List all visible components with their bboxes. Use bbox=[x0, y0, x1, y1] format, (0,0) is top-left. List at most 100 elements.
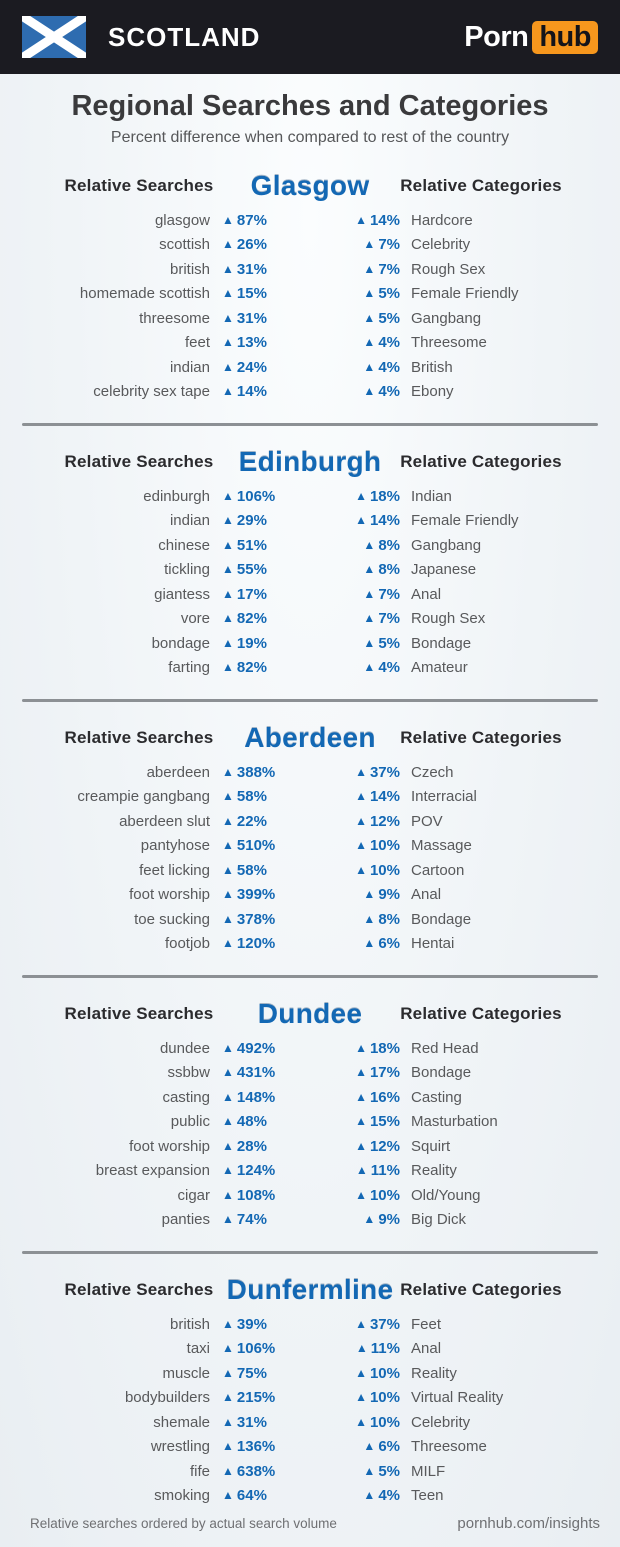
data-row: foot worship ▲ 399% ▲ 9% Anal bbox=[0, 883, 620, 908]
category-percent: ▲ 11% bbox=[320, 1162, 400, 1179]
relative-categories-header: Relative Categories bbox=[400, 1280, 562, 1299]
category-label: Threesome bbox=[411, 1438, 487, 1456]
category-percent: ▲ 8% bbox=[320, 911, 400, 928]
category-percent-value: 9% bbox=[378, 886, 400, 904]
search-percent: ▲ 492% bbox=[210, 1040, 320, 1057]
data-row: breast expansion ▲ 124% ▲ 11% Reality bbox=[0, 1159, 620, 1184]
up-triangle-icon: ▲ bbox=[363, 384, 376, 399]
search-percent: ▲ 51% bbox=[210, 537, 320, 554]
category-label: Anal bbox=[411, 585, 442, 603]
section-rows: dundee ▲ 492% ▲ 18% Red Head ssbbw ▲ 431% ▲… bbox=[0, 1036, 620, 1232]
search-percent-value: 17% bbox=[236, 585, 267, 603]
up-triangle-icon: ▲ bbox=[363, 1463, 376, 1478]
category-label: Rough Sex bbox=[411, 610, 486, 628]
search-percent-value: 39% bbox=[236, 1315, 267, 1333]
search-percent-value: 106% bbox=[236, 487, 276, 505]
data-row: taxi ▲ 106% ▲ 11% Anal bbox=[0, 1337, 620, 1362]
up-triangle-icon: ▲ bbox=[363, 1488, 376, 1503]
data-row: fife ▲ 638% ▲ 5% MILF bbox=[0, 1459, 620, 1484]
search-term: muscle bbox=[162, 1364, 210, 1382]
data-row: glasgow ▲ 87% ▲ 14% Hardcore bbox=[0, 208, 620, 233]
search-percent-value: 215% bbox=[236, 1389, 276, 1407]
section-header: Relative Searches Aberdeen Relative Cate… bbox=[0, 720, 620, 756]
search-percent: ▲ 31% bbox=[210, 310, 320, 327]
category-percent: ▲ 37% bbox=[320, 764, 400, 781]
up-triangle-icon: ▲ bbox=[355, 862, 367, 877]
search-percent-value: 378% bbox=[236, 910, 276, 928]
category-percent-value: 14% bbox=[369, 512, 400, 530]
search-percent: ▲ 28% bbox=[210, 1138, 320, 1155]
category-percent-value: 5% bbox=[378, 1462, 400, 1480]
category-percent-value: 17% bbox=[369, 1064, 400, 1082]
up-triangle-icon: ▲ bbox=[355, 488, 367, 503]
data-row: creampie gangbang ▲ 58% ▲ 14% Interracial bbox=[0, 785, 620, 810]
search-term: footjob bbox=[164, 935, 210, 953]
search-percent-value: 431% bbox=[236, 1064, 276, 1082]
up-triangle-icon: ▲ bbox=[355, 1316, 367, 1331]
category-percent: ▲ 4% bbox=[320, 359, 400, 376]
data-row: bondage ▲ 19% ▲ 5% Bondage bbox=[0, 631, 620, 656]
up-triangle-icon: ▲ bbox=[222, 911, 234, 926]
data-row: vore ▲ 82% ▲ 7% Rough Sex bbox=[0, 607, 620, 632]
scotland-flag-icon bbox=[22, 16, 86, 58]
category-percent-value: 12% bbox=[369, 1137, 400, 1155]
data-row: shemale ▲ 31% ▲ 10% Celebrity bbox=[0, 1410, 620, 1435]
city-title: Dundee bbox=[257, 998, 363, 1029]
search-percent-value: 399% bbox=[236, 886, 276, 904]
up-triangle-icon: ▲ bbox=[363, 887, 376, 902]
category-percent: ▲ 8% bbox=[320, 561, 400, 578]
category-percent-value: 7% bbox=[378, 236, 400, 254]
pornhub-logo-porn: Porn bbox=[464, 20, 529, 53]
search-percent: ▲ 148% bbox=[210, 1089, 320, 1106]
search-term: celebrity sex tape bbox=[93, 383, 210, 401]
section-rows: glasgow ▲ 87% ▲ 14% Hardcore scottish ▲ 26%… bbox=[0, 208, 620, 404]
up-triangle-icon: ▲ bbox=[363, 936, 376, 951]
up-triangle-icon: ▲ bbox=[222, 1365, 234, 1380]
search-percent-value: 388% bbox=[236, 763, 276, 781]
city-title-wrap: Aberdeen bbox=[244, 722, 375, 754]
up-triangle-icon: ▲ bbox=[222, 335, 234, 350]
category-percent: ▲ 18% bbox=[320, 488, 400, 505]
search-percent-value: 58% bbox=[236, 861, 267, 879]
up-triangle-icon: ▲ bbox=[363, 611, 376, 626]
data-row: pantyhose ▲ 510% ▲ 10% Massage bbox=[0, 834, 620, 859]
category-percent-value: 18% bbox=[369, 1039, 400, 1057]
category-percent-value: 10% bbox=[369, 837, 400, 855]
data-row: feet ▲ 13% ▲ 4% Threesome bbox=[0, 331, 620, 356]
category-percent-value: 14% bbox=[369, 788, 400, 806]
up-triangle-icon: ▲ bbox=[222, 1341, 234, 1356]
up-triangle-icon: ▲ bbox=[222, 384, 234, 399]
up-triangle-icon: ▲ bbox=[222, 1089, 234, 1104]
pornhub-logo-hub: hub bbox=[532, 20, 598, 54]
up-triangle-icon: ▲ bbox=[222, 936, 234, 951]
category-percent-value: 4% bbox=[378, 383, 400, 401]
section-rows: aberdeen ▲ 388% ▲ 37% Czech creampie gangb… bbox=[0, 760, 620, 956]
up-triangle-icon: ▲ bbox=[355, 813, 367, 828]
search-term: homemade scottish bbox=[79, 285, 210, 303]
data-row: chinese ▲ 51% ▲ 8% Gangbang bbox=[0, 533, 620, 558]
category-percent-value: 9% bbox=[378, 1211, 400, 1229]
up-triangle-icon: ▲ bbox=[222, 261, 234, 276]
category-percent: ▲ 5% bbox=[320, 285, 400, 302]
section-divider bbox=[22, 1251, 598, 1254]
category-percent: ▲ 16% bbox=[320, 1089, 400, 1106]
category-percent-value: 7% bbox=[378, 585, 400, 603]
up-triangle-icon: ▲ bbox=[355, 1187, 367, 1202]
section-header: Relative Searches Glasgow Relative Categ… bbox=[0, 168, 620, 204]
section-divider bbox=[22, 975, 598, 978]
up-triangle-icon: ▲ bbox=[222, 611, 234, 626]
up-triangle-icon: ▲ bbox=[222, 838, 234, 853]
search-term: chinese bbox=[158, 536, 210, 554]
pornhub-logo: Porn hub bbox=[464, 20, 598, 54]
city-title: Aberdeen bbox=[244, 722, 376, 753]
category-percent-value: 8% bbox=[378, 536, 400, 554]
category-percent: ▲ 7% bbox=[320, 610, 400, 627]
up-triangle-icon: ▲ bbox=[355, 838, 367, 853]
relative-searches-header: Relative Searches bbox=[64, 1280, 214, 1299]
search-term: shemale bbox=[153, 1413, 210, 1431]
search-term: glasgow bbox=[154, 211, 210, 229]
category-percent-value: 6% bbox=[378, 1438, 400, 1456]
up-triangle-icon: ▲ bbox=[222, 1187, 234, 1202]
search-term: threesome bbox=[139, 309, 210, 327]
search-percent-value: 48% bbox=[236, 1113, 267, 1131]
